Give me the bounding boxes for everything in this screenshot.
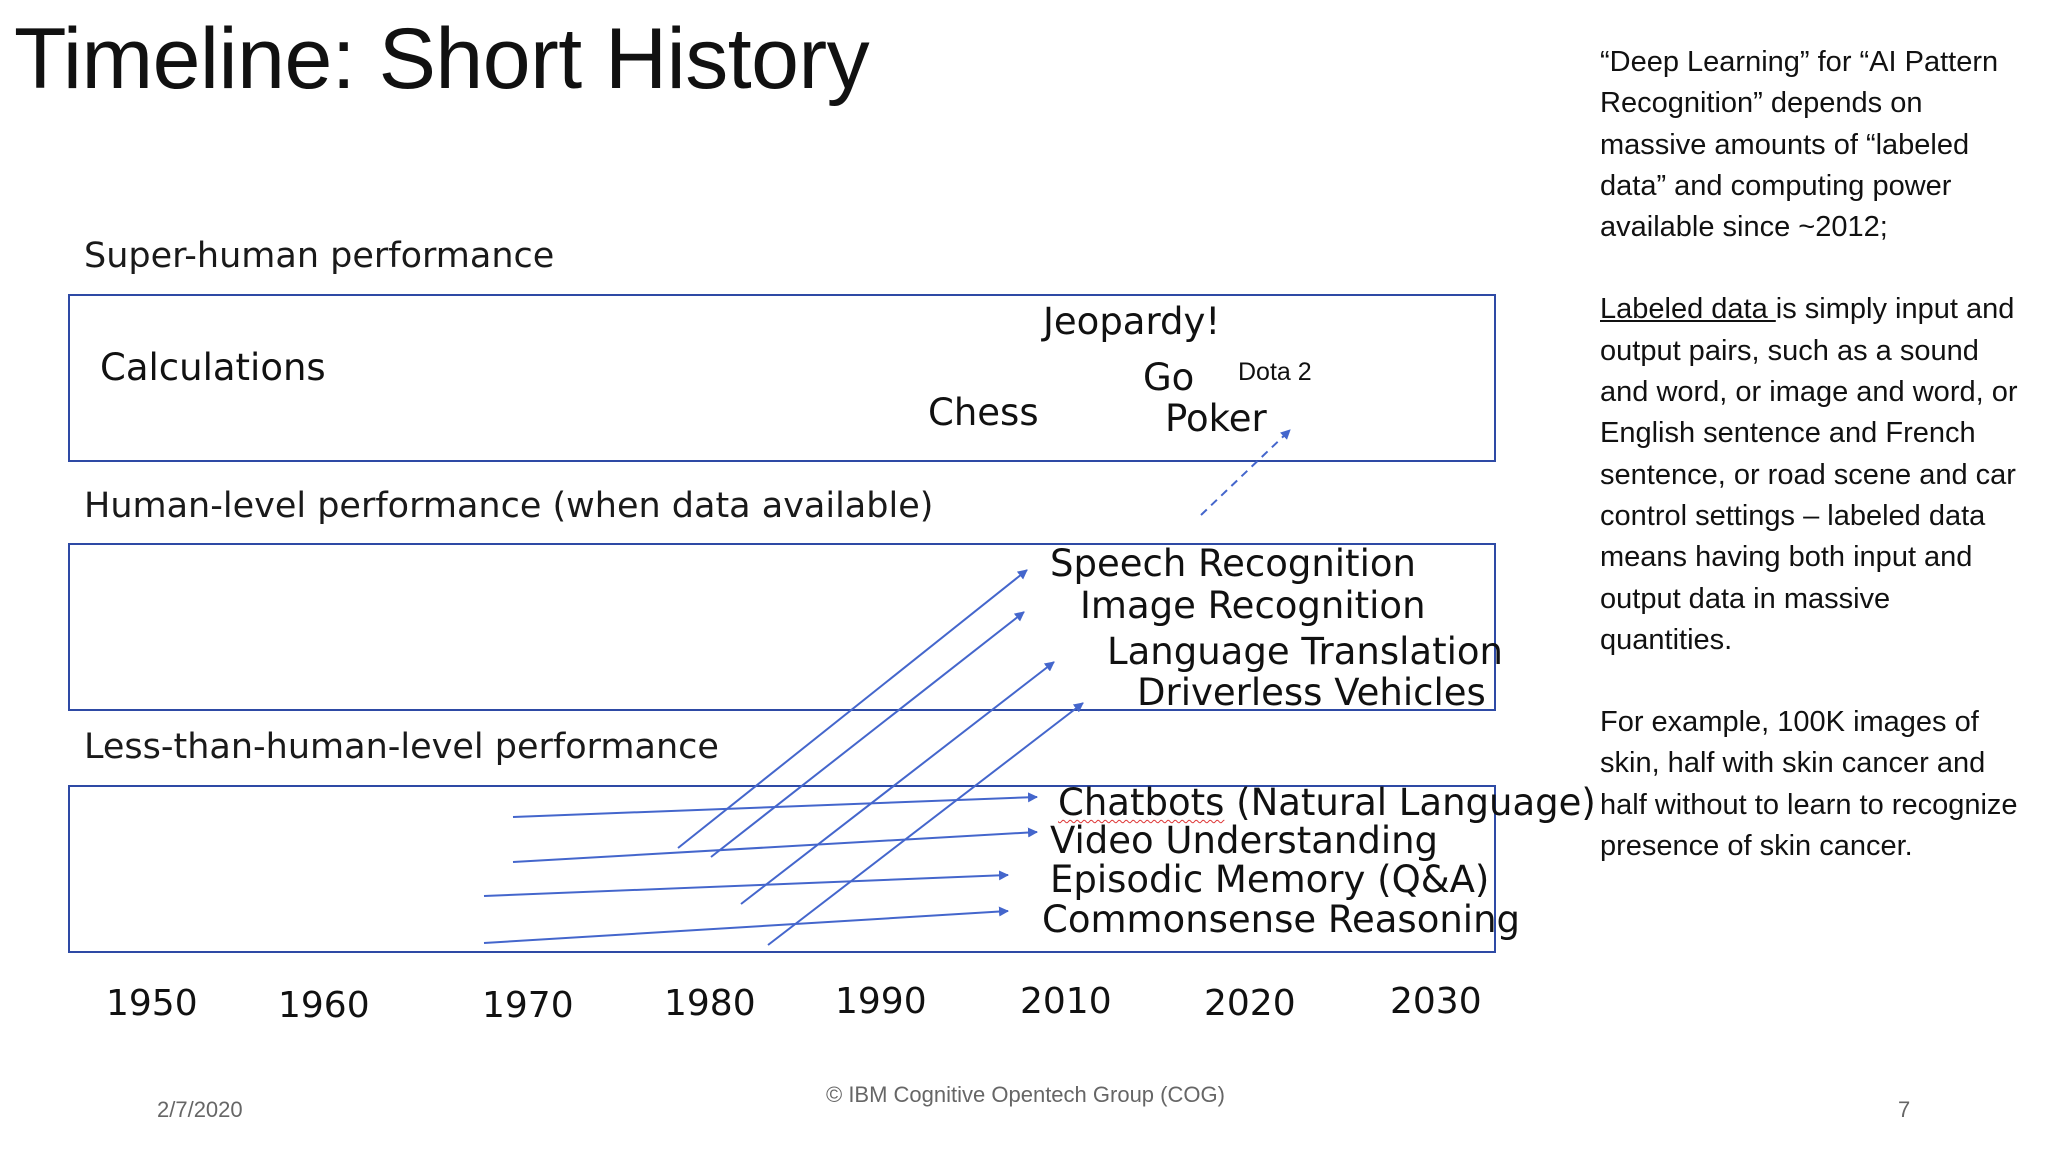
note-paragraph-2: Labeled data is simply input and output … — [1600, 289, 2030, 661]
year-label-1960: 1960 — [278, 985, 370, 1026]
item-go: Go — [1143, 356, 1195, 399]
arrow-driverless-vehicles — [767, 702, 1084, 946]
item-chess: Chess — [928, 391, 1039, 434]
year-label-1990: 1990 — [835, 981, 927, 1022]
arrow-image-recognition — [710, 611, 1025, 858]
band-box-superhuman — [68, 294, 1496, 462]
note-paragraph-1: “Deep Learning” for “AI Pattern Recognit… — [1600, 46, 1999, 244]
note-paragraph-2-text: is simply input and output pairs, such a… — [1600, 293, 2018, 656]
item-chatbots-suffix: (Natural Language) — [1224, 781, 1596, 824]
item-video-understanding: Video Understanding — [1050, 819, 1439, 862]
footer-copyright: © IBM Cognitive Opentech Group (COG) — [826, 1082, 1225, 1107]
year-label-2020: 2020 — [1204, 983, 1296, 1024]
arrow-episodic-memory — [483, 870, 1009, 897]
band-box-less — [68, 785, 1496, 953]
item-chatbots: Chatbots (Natural Language) — [1058, 781, 1596, 824]
item-episodic-memory: Episodic Memory (Q&A) — [1050, 858, 1490, 901]
year-label-1950: 1950 — [106, 983, 198, 1024]
item-jeopardy: Jeopardy! — [1043, 300, 1221, 343]
item-language-translation: Language Translation — [1107, 630, 1503, 673]
arrow-speech-recognition — [677, 569, 1028, 849]
item-image-recognition: Image Recognition — [1080, 584, 1426, 627]
year-label-1970: 1970 — [482, 985, 574, 1026]
band-label-human: Human-level performance (when data avail… — [84, 486, 934, 526]
band-label-less: Less-than-human-level performance — [84, 727, 719, 767]
footer-date: 2/7/2020 — [157, 1097, 243, 1122]
item-commonsense-reasoning: Commonsense Reasoning — [1042, 898, 1521, 941]
year-label-1980: 1980 — [664, 983, 756, 1024]
year-label-2030: 2030 — [1390, 981, 1482, 1022]
arrow-language-translation — [740, 661, 1055, 905]
item-poker: Poker — [1165, 397, 1267, 440]
arrow-video-understanding — [512, 827, 1038, 863]
band-label-superhuman: Super-human performance — [84, 236, 555, 276]
item-driverless-vehicles: Driverless Vehicles — [1137, 671, 1486, 714]
item-speech-recognition: Speech Recognition — [1050, 542, 1416, 585]
note-paragraph-3: For example, 100K images of skin, half w… — [1600, 706, 2018, 863]
slide-title: Timeline: Short History — [14, 11, 870, 107]
arrow-chatbots — [512, 792, 1038, 818]
item-dota-2: Dota 2 — [1238, 358, 1312, 386]
footer-page-number: 7 — [1898, 1097, 1911, 1122]
year-label-2010: 2010 — [1020, 981, 1112, 1022]
item-calculations: Calculations — [100, 346, 326, 389]
item-chatbots-word: Chatbots — [1058, 781, 1225, 824]
explanation-note: “Deep Learning” for “AI Pattern Recognit… — [1600, 42, 2030, 867]
note-labeled-data-term: Labeled data — [1600, 293, 1776, 326]
arrow-commonsense-reasoning — [483, 906, 1009, 944]
arrow-dota-2 — [1200, 429, 1291, 516]
band-box-human — [68, 543, 1496, 711]
